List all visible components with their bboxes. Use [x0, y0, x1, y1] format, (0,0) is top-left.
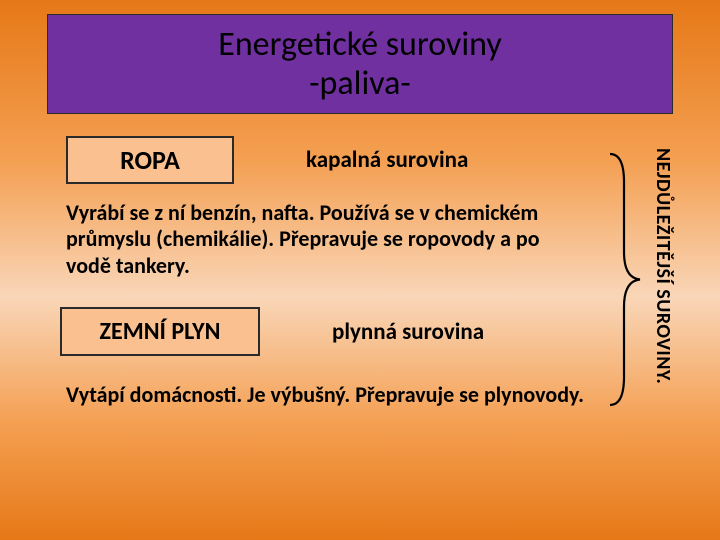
title-text: Energetické suroviny -paliva-	[218, 25, 502, 103]
title-box: Energetické suroviny -paliva-	[47, 14, 673, 114]
label-box-ropa: ROPA	[66, 136, 234, 184]
label-box-plyn: ZEMNÍ PLYN	[60, 307, 260, 356]
paragraph-ropa: Vyrábí se z ní benzín, nafta. Používá se…	[66, 200, 572, 279]
curly-brace-icon	[602, 152, 642, 407]
subtype-ropa: kapalná surovina	[306, 146, 468, 174]
slide: Energetické suroviny -paliva- ROPA kapal…	[0, 0, 720, 540]
side-vertical-label: NEJDŮLEŽITĚJŠÍ SUROVINY.	[651, 148, 675, 384]
paragraph-plyn: Vytápí domácnosti. Je výbušný. Přepravuj…	[66, 382, 592, 408]
subtype-plyn: plynná surovina	[332, 318, 484, 346]
